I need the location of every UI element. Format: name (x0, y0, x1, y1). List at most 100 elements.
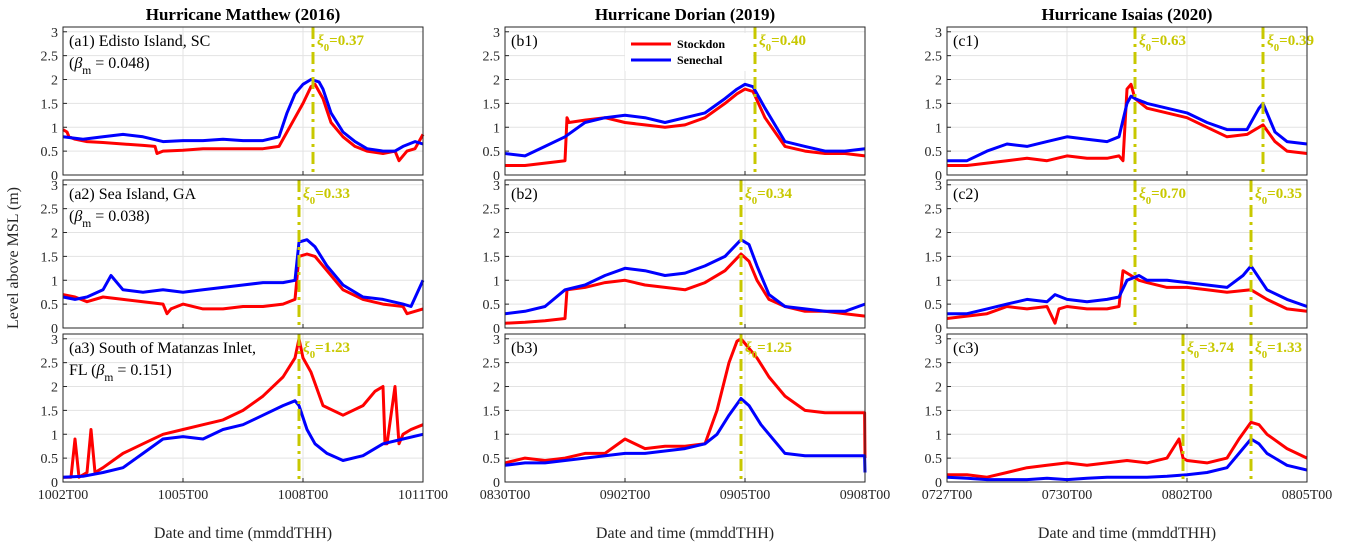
x-tick-label: 0905T00 (720, 488, 771, 503)
series-stockdon (62, 252, 424, 316)
panel-label: FL (βm = 0.151) (69, 362, 172, 384)
x-axis-label: Date and time (mmddTHH) (154, 525, 332, 542)
y-tick-label: 1.5 (41, 97, 59, 112)
y-tick-label: 1.5 (925, 404, 943, 419)
axes-box (504, 333, 866, 483)
column-title: Hurricane Isaias (2020) (1042, 5, 1213, 24)
x-tick-label: 1002T00 (38, 488, 89, 503)
series-senechal (946, 437, 1308, 482)
xi-label: ξ0=0.33 (303, 186, 350, 207)
series-senechal (947, 94, 1308, 163)
y-tick-label: 3 (493, 333, 500, 348)
y-tick-label: 0 (493, 169, 500, 184)
axes-box (946, 26, 1308, 176)
y-tick-label: 1.5 (925, 250, 943, 265)
y-tick-label: 2.5 (41, 203, 59, 218)
y-tick-label: 2.5 (41, 357, 59, 372)
series-senechal (504, 238, 866, 316)
legend-box (625, 33, 753, 71)
xi-label: ξ0=0.63 (1139, 33, 1186, 54)
xi-label: ξ0=1.23 (303, 340, 350, 361)
y-tick-label: 1.5 (483, 250, 501, 265)
series-stockdon (62, 82, 425, 163)
xi-label: ξ0=0.40 (759, 33, 806, 54)
y-tick-label: 3 (51, 179, 58, 194)
x-tick-label: 0902T00 (600, 488, 651, 503)
x-tick-label: 0805T00 (1282, 488, 1333, 503)
y-tick-label: 2.5 (483, 50, 501, 65)
panel-label: (βm = 0.038) (69, 208, 150, 230)
series-stockdon (947, 82, 1308, 167)
series-senechal (947, 264, 1308, 316)
axes-box (62, 179, 424, 329)
y-tick-label: 2.5 (925, 203, 943, 218)
axes-box (504, 26, 866, 176)
y-tick-label: 3 (51, 333, 58, 348)
xi-label: ξ0=3.74 (1187, 340, 1234, 361)
panel-b2: 0 0.5 1 1.5 2 2.5 3 ξ0=0.34 (b2) (483, 179, 866, 337)
xi-label: ξ0=0.35 (1255, 186, 1302, 207)
legend-label-senechal: Senechal (677, 53, 723, 67)
y-tick-label: 0 (935, 476, 942, 491)
y-tick-label: 1.5 (41, 250, 59, 265)
panel-c1: Hurricane Isaias (2020) 0 0.5 1 1.5 2 2.5 3 ξ0=0… (925, 5, 1314, 184)
panel-label: (c1) (953, 33, 979, 50)
panel-label: (b2) (511, 186, 538, 203)
y-tick-label: 1.5 (41, 404, 59, 419)
y-tick-label: 2.5 (925, 357, 943, 372)
y-tick-label: 2 (51, 381, 58, 396)
y-tick-label: 0.5 (925, 452, 943, 467)
y-tick-label: 0.5 (925, 298, 943, 313)
series-senechal (62, 238, 425, 308)
panel-b3: 0 0.5 1 1.5 2 2.5 3 0830T00 0902T00 0905T00 0908T0… (480, 333, 891, 542)
series-senechal (62, 78, 424, 153)
y-tick-label: 2.5 (483, 357, 501, 372)
y-tick-label: 1.5 (483, 404, 501, 419)
y-tick-label: 1.5 (925, 97, 943, 112)
column-title: Hurricane Matthew (2016) (146, 5, 341, 24)
y-tick-label: 1 (493, 274, 500, 289)
y-tick-label: 0 (935, 169, 942, 184)
y-tick-label: 3 (493, 26, 500, 41)
y-tick-label: 2.5 (41, 50, 59, 65)
y-tick-label: 0.5 (483, 298, 501, 313)
y-tick-label: 2 (493, 227, 500, 242)
y-tick-label: 0.5 (41, 298, 59, 313)
y-tick-label: 2 (935, 227, 942, 242)
panels: Hurricane Matthew (2016) 0 0.5 1 1.5 2 2.5 3 ξ0=… (38, 5, 1333, 542)
panel-label: (βm = 0.048) (69, 55, 150, 77)
panel-label: (c2) (953, 186, 979, 203)
series-stockdon (947, 420, 1308, 479)
axes-box (62, 26, 424, 176)
y-tick-label: 0 (493, 476, 500, 491)
legend-label-stockdon: Stockdon (677, 37, 725, 51)
panel-label: (c3) (953, 340, 979, 357)
panel-a1: Hurricane Matthew (2016) 0 0.5 1 1.5 2 2.5 3 ξ0=… (41, 5, 425, 184)
y-tick-label: 3 (51, 26, 58, 41)
x-tick-label: 1008T00 (278, 488, 329, 503)
series-stockdon (504, 337, 867, 465)
y-tick-label: 1 (935, 274, 942, 289)
panel-c2: 0 0.5 1 1.5 2 2.5 3 ξ0=0.70 ξ0=0.35 (c2) (925, 179, 1308, 337)
y-tick-label: 1 (935, 428, 942, 443)
xi-label: ξ0=0.39 (1267, 33, 1314, 54)
y-tick-label: 2.5 (925, 50, 943, 65)
axes-box (62, 333, 424, 483)
xi-label: ξ0=0.37 (317, 33, 364, 54)
panel-label: (a1) Edisto Island, SC (69, 33, 210, 50)
y-tick-label: 2 (935, 381, 942, 396)
y-tick-label: 0.5 (41, 145, 59, 160)
y-tick-label: 2 (51, 227, 58, 242)
x-tick-label: 0908T00 (840, 488, 891, 503)
y-tick-label: 0.5 (483, 452, 501, 467)
panel-label: (a2) Sea Island, GA (69, 186, 197, 203)
y-tick-label: 1 (935, 121, 942, 136)
plot-area (63, 180, 423, 328)
y-tick-label: 3 (493, 179, 500, 194)
column-title: Hurricane Dorian (2019) (595, 5, 775, 24)
y-tick-label: 1 (493, 121, 500, 136)
series-senechal (62, 399, 424, 479)
x-axis-label: Date and time (mmddTHH) (1038, 525, 1216, 542)
panel-label: (b1) (511, 33, 538, 50)
